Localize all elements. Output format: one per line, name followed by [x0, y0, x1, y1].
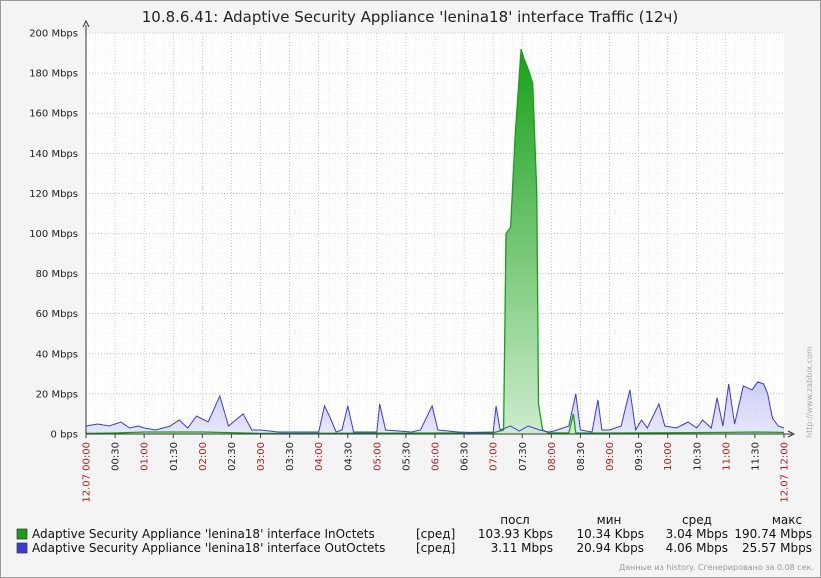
- y-tick-label: 20 Mbps: [36, 389, 78, 400]
- x-tick-label: 08:30: [576, 442, 587, 471]
- legend-value: 20.94 Kbps: [576, 541, 644, 555]
- x-tick-label: 06:30: [460, 442, 471, 471]
- legend-label: Adaptive Security Appliance 'lenina18' i…: [32, 541, 385, 555]
- y-tick-label: 80 Mbps: [36, 269, 78, 280]
- y-tick-label: 0 bps: [51, 430, 78, 441]
- x-tick-label: 04:30: [343, 442, 354, 471]
- y-tick-label: 120 Mbps: [29, 189, 78, 200]
- legend-header: макс: [772, 513, 802, 527]
- axes: [82, 19, 796, 438]
- legend-func: [сред]: [416, 541, 455, 555]
- series-area-outoctets: [86, 381, 784, 434]
- y-tick-label: 180 Mbps: [29, 69, 78, 80]
- x-tick-label: 05:00: [372, 442, 383, 471]
- legend-header: мин: [597, 513, 622, 527]
- x-tick-label: 09:30: [634, 442, 645, 471]
- legend: посл мин сред макс Adaptive Security Applian…: [16, 513, 812, 555]
- x-tick-label: 07:30: [518, 442, 529, 471]
- legend-value: 190.74 Mbps: [734, 527, 812, 541]
- legend-swatch: [16, 542, 28, 554]
- legend-value: 4.06 Mbps: [666, 541, 728, 555]
- legend-label: Adaptive Security Appliance 'lenina18' i…: [32, 527, 375, 541]
- x-tick-label: 02:30: [227, 442, 238, 471]
- x-tick-label: 07:00: [489, 442, 500, 471]
- x-tick-label: 02:00: [198, 442, 209, 471]
- x-tick-label: 12.07 00:00: [82, 442, 93, 503]
- legend-value: 3.11 Mbps: [491, 541, 553, 555]
- x-tick-label: 09:00: [605, 442, 616, 471]
- y-tick-label: 200 Mbps: [29, 29, 78, 40]
- x-tick-label: 11:30: [750, 442, 761, 471]
- x-tick-label: 04:00: [314, 442, 325, 471]
- legend-swatch: [16, 528, 28, 540]
- zabbix-watermark: http://www.zabbix.com: [805, 346, 814, 438]
- x-tick-label: 08:00: [547, 442, 558, 471]
- legend-header: сред: [682, 513, 712, 527]
- y-axis-labels: 0 bps 20 Mbps 40 Mbps 60 Mbps 80 Mbps 100 Mbp…: [29, 29, 78, 441]
- x-tick-label: 10:30: [692, 442, 703, 471]
- x-tick-label: 12.07 12:00: [780, 442, 791, 503]
- legend-value: 25.57 Mbps: [742, 541, 812, 555]
- legend-value: 10.34 Kbps: [576, 527, 644, 541]
- x-tick-label: 03:00: [256, 442, 267, 471]
- series-layer: [85, 48, 785, 435]
- x-tick-label: 05:30: [401, 442, 412, 471]
- footer-note: Данные из history. Сгенерировано за 0.08…: [619, 563, 814, 572]
- y-tick-label: 100 Mbps: [29, 229, 78, 240]
- x-tick-label: 01:30: [169, 442, 180, 471]
- y-tick-label: 140 Mbps: [29, 149, 78, 160]
- y-axis-arrow: [82, 19, 90, 28]
- series-line-outoctets: [85, 381, 785, 433]
- chart-title: 10.8.6.41: Adaptive Security Appliance '…: [142, 8, 679, 26]
- x-tick-label: 03:30: [285, 442, 296, 471]
- legend-value: 3.04 Mbps: [666, 527, 728, 541]
- grid: [86, 32, 784, 434]
- x-axis-arrow: [787, 430, 796, 438]
- y-tick-label: 160 Mbps: [29, 109, 78, 120]
- x-tick-label: 10:00: [663, 442, 674, 471]
- x-axis-labels: 12.07 00:00 00:30 01:00 01:30 02:00 02:30 03:0…: [82, 442, 791, 503]
- x-tick-label: 01:00: [140, 442, 151, 471]
- legend-value: 103.93 Kbps: [478, 527, 553, 541]
- series-line-inoctets: [85, 48, 785, 435]
- x-tick-label: 00:30: [111, 442, 122, 471]
- legend-func: [сред]: [416, 527, 455, 541]
- x-tick-label: 06:00: [431, 442, 442, 471]
- y-tick-label: 60 Mbps: [36, 309, 78, 320]
- x-tick-label: 11:00: [721, 442, 732, 471]
- y-tick-label: 40 Mbps: [36, 349, 78, 360]
- legend-header: посл: [500, 513, 529, 527]
